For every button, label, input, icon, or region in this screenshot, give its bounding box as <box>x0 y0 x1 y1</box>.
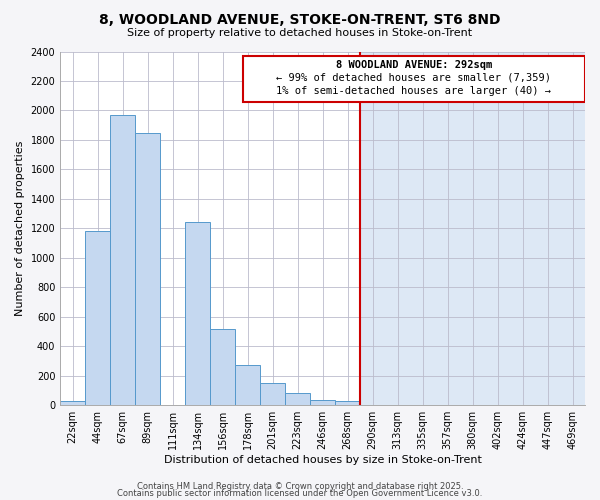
Text: 1% of semi-detached houses are larger (40) →: 1% of semi-detached houses are larger (4… <box>277 86 551 97</box>
Text: ← 99% of detached houses are smaller (7,359): ← 99% of detached houses are smaller (7,… <box>277 72 551 83</box>
Bar <box>235 366 260 405</box>
Bar <box>335 401 360 405</box>
Bar <box>135 132 160 405</box>
Bar <box>285 392 310 405</box>
Y-axis label: Number of detached properties: Number of detached properties <box>15 140 25 316</box>
Bar <box>110 115 135 405</box>
Bar <box>260 383 285 405</box>
Bar <box>360 52 585 405</box>
Text: 8 WOODLAND AVENUE: 292sqm: 8 WOODLAND AVENUE: 292sqm <box>335 60 492 70</box>
Bar <box>60 52 360 405</box>
Text: Contains public sector information licensed under the Open Government Licence v3: Contains public sector information licen… <box>118 490 482 498</box>
Text: Contains HM Land Registry data © Crown copyright and database right 2025.: Contains HM Land Registry data © Crown c… <box>137 482 463 491</box>
Bar <box>60 401 85 405</box>
Bar <box>85 232 110 405</box>
Bar <box>310 400 335 405</box>
Text: Size of property relative to detached houses in Stoke-on-Trent: Size of property relative to detached ho… <box>127 28 473 38</box>
Bar <box>210 328 235 405</box>
Bar <box>185 222 210 405</box>
Bar <box>242 56 585 102</box>
Text: 8, WOODLAND AVENUE, STOKE-ON-TRENT, ST6 8ND: 8, WOODLAND AVENUE, STOKE-ON-TRENT, ST6 … <box>99 12 501 26</box>
X-axis label: Distribution of detached houses by size in Stoke-on-Trent: Distribution of detached houses by size … <box>164 455 482 465</box>
